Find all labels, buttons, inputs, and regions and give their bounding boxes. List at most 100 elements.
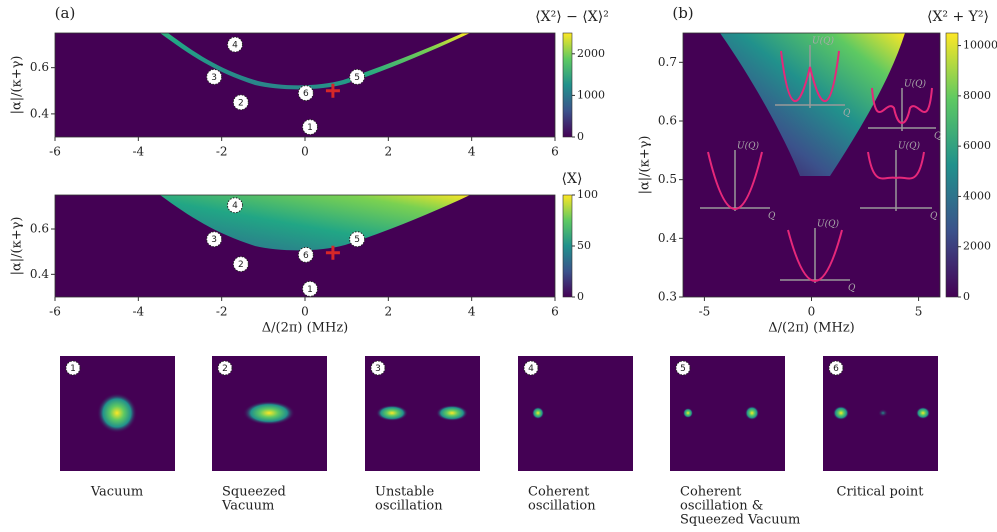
colorbar-tick-label: 0 — [963, 290, 970, 303]
inset-x-label: Q — [768, 212, 776, 222]
state-marker — [302, 280, 318, 297]
state-marker — [349, 68, 366, 85]
wigner-blob — [833, 406, 849, 420]
x-tick-label: 2 — [385, 145, 393, 159]
state-marker-label: 1 — [307, 123, 313, 133]
x-tick-label: 5 — [915, 305, 923, 319]
y-axis-label: |α|/(κ+γ) — [10, 217, 25, 276]
inset-x-label: Q — [848, 284, 856, 294]
inset-y-label: U(Q) — [817, 219, 839, 230]
y-tick-label: 0.6 — [30, 222, 49, 236]
state-marker — [349, 231, 366, 248]
y-tick-label: 0.6 — [658, 114, 677, 128]
state-number: 1 — [70, 364, 76, 374]
inset-y-label: U(Q) — [898, 141, 920, 152]
state-marker-label: 1 — [307, 285, 313, 295]
wigner-blob — [532, 407, 544, 419]
state-number-badge — [65, 360, 81, 376]
state-number: 6 — [833, 364, 839, 374]
inset-y-label: U(Q) — [812, 36, 834, 47]
colorbar-tick-label: 100 — [577, 188, 598, 201]
wigner-blob — [683, 408, 693, 418]
colorbar — [562, 32, 573, 138]
inset-y-label: U(Q) — [904, 79, 926, 90]
state-number: 3 — [375, 364, 381, 374]
y-tick-label: 0.4 — [658, 231, 677, 245]
colorbar-tick-label: 10000 — [963, 39, 997, 52]
state-marker — [297, 85, 314, 102]
state-number: 2 — [222, 364, 228, 374]
colorbar-tick-label: 4000 — [963, 189, 991, 202]
y-axis-label: |α|/(κ+γ) — [638, 136, 653, 195]
colorbar — [945, 32, 959, 298]
potential-curve — [867, 151, 925, 180]
state-caption: oscillation — [375, 499, 443, 514]
x-tick-label: -6 — [49, 305, 61, 319]
colorbar-label: ⟨X² + Y²⟩ — [927, 9, 989, 25]
x-tick-label: -5 — [699, 305, 711, 319]
inset-x-label: Q — [934, 132, 942, 142]
colorbar — [562, 194, 573, 298]
state-marker-label: 4 — [232, 41, 238, 51]
state-marker-label: 3 — [211, 73, 217, 83]
x-axis-label: Δ/(2π) (MHz) — [768, 321, 855, 336]
colorbar-tick-label: 0 — [577, 290, 584, 303]
colorbar-tick-label: 50 — [577, 239, 591, 252]
state-number-badge — [217, 360, 233, 376]
state-number-badge — [523, 360, 539, 376]
state-number-badge — [675, 360, 691, 376]
state-marker — [227, 36, 243, 53]
state-marker-label: 5 — [354, 73, 360, 83]
state-marker-label: 6 — [303, 251, 309, 261]
state-caption: Critical point — [837, 485, 925, 500]
wigner-blob — [878, 409, 888, 417]
state-marker — [206, 68, 223, 85]
y-tick-label: 0.5 — [658, 172, 677, 186]
wigner-blob — [745, 406, 759, 420]
colorbar-tick-label: 0 — [577, 130, 584, 143]
x-tick-label: -2 — [216, 145, 228, 159]
state-caption: oscillation — [528, 499, 596, 514]
plot-background — [55, 33, 555, 137]
state-caption: Vacuum — [90, 485, 143, 500]
wigner-blob — [376, 405, 408, 421]
critical-point-cross — [325, 245, 340, 260]
inset-x-label: Q — [930, 212, 938, 222]
panel-label: (a) — [55, 4, 76, 22]
x-tick-label: -2 — [216, 305, 228, 319]
x-tick-label: 4 — [468, 145, 476, 159]
inset-x-label: Q — [843, 109, 851, 119]
wigner-blob — [916, 407, 930, 419]
state-caption: Vacuum — [221, 499, 274, 514]
y-tick-label: 0.4 — [30, 106, 49, 120]
state-marker-label: 3 — [211, 235, 217, 245]
y-tick-label: 0.6 — [30, 60, 49, 74]
state-caption: Coherent — [680, 485, 742, 500]
x-axis-label: Δ/(2π) (MHz) — [262, 321, 349, 336]
y-tick-label: 0.7 — [658, 55, 677, 69]
state-marker — [227, 197, 243, 214]
critical-point-cross — [325, 83, 340, 98]
x-tick-label: -4 — [132, 145, 144, 159]
x-tick-label: 4 — [468, 305, 476, 319]
state-marker-label: 4 — [232, 201, 238, 211]
state-number: 5 — [680, 364, 686, 374]
colorbar-tick-label: 8000 — [963, 89, 991, 102]
potential-curve — [707, 151, 763, 210]
x-tick-label: 0 — [808, 305, 816, 319]
x-tick-label: -6 — [49, 145, 61, 159]
state-marker-label: 2 — [238, 98, 244, 108]
state-marker — [302, 119, 318, 136]
colorbar-tick-label: 2000 — [577, 47, 605, 60]
colorbar-tick-label: 2000 — [963, 240, 991, 253]
y-tick-label: 0.4 — [30, 267, 49, 281]
panel-label: (b) — [672, 4, 693, 22]
state-marker-label: 2 — [238, 260, 244, 270]
potential-curve — [871, 87, 933, 124]
state-marker — [232, 256, 249, 273]
x-tick-label: -4 — [132, 305, 144, 319]
state-number-badge — [828, 360, 844, 376]
x-tick-label: 0 — [301, 145, 309, 159]
x-tick-label: 0 — [301, 305, 309, 319]
